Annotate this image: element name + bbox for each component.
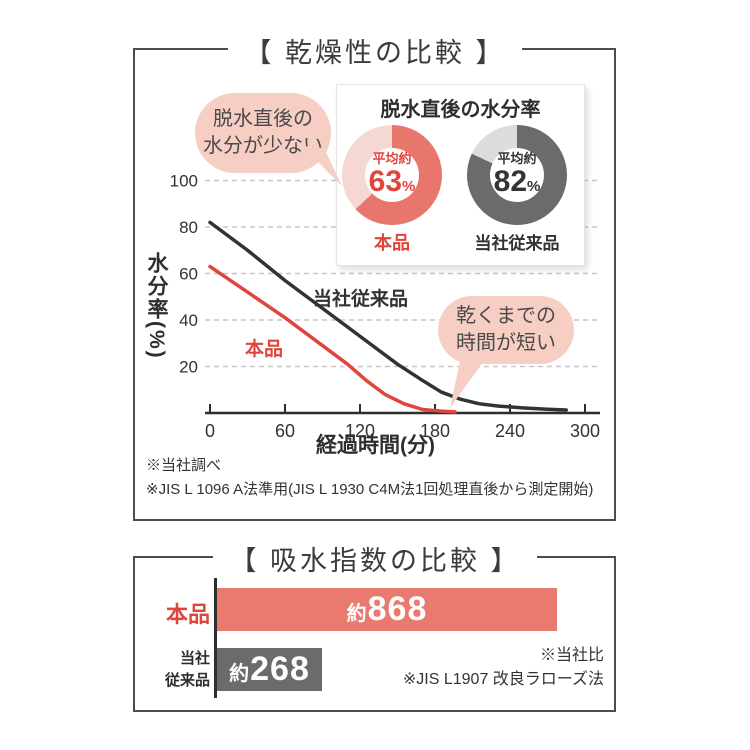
donut-label-product: 本品 bbox=[374, 233, 410, 253]
donut-chart-product: 平均約 63 % bbox=[342, 125, 442, 225]
donut-hole bbox=[490, 148, 544, 202]
donut-center-text: 平均約 63 % bbox=[342, 125, 442, 225]
bubble-line: 乾くまでの bbox=[456, 305, 556, 327]
svg-text:60: 60 bbox=[275, 421, 295, 441]
svg-text:180: 180 bbox=[420, 421, 450, 441]
svg-text:120: 120 bbox=[345, 421, 375, 441]
moisture-card-title: 脱水直後の水分率 bbox=[380, 99, 541, 121]
svg-text:20: 20 bbox=[179, 358, 198, 377]
footnote-line: ※当社調べ bbox=[146, 457, 222, 474]
drying-line-chart: 20 40 60 80 100 0 60 120 180 240 300 bbox=[170, 172, 600, 442]
donut-value: 82 bbox=[493, 165, 528, 199]
donut-unit: % bbox=[402, 178, 416, 196]
svg-text:0: 0 bbox=[205, 421, 215, 441]
drying-panel-title-wrap: 【 乾燥性の比較 】 bbox=[0, 31, 750, 70]
footnote-line: ※当社比 bbox=[539, 647, 604, 664]
donut-value: 63 bbox=[368, 165, 403, 199]
bar-category-conventional: 当社 従来品 bbox=[164, 650, 210, 689]
svg-text:300: 300 bbox=[570, 421, 600, 441]
bubble-line: 脱水直後の bbox=[213, 108, 313, 130]
donut-chart-conventional: 平均約 82 % bbox=[467, 125, 567, 225]
drying-footnotes: ※当社調べ ※JIS L 1096 A法準用(JIS L 1930 C4M法1回… bbox=[146, 454, 593, 502]
bar-conventional: 約 268 bbox=[217, 648, 322, 691]
x-axis-label: 経過時間(分) bbox=[316, 434, 435, 457]
bubble-line: 水分が少ない bbox=[203, 135, 323, 157]
donut-hole bbox=[365, 148, 419, 202]
donut-center-text: 平均約 82 % bbox=[467, 125, 567, 225]
bar-product: 約 868 bbox=[217, 588, 557, 631]
bubble-dry-fast: 乾くまでの 時間が短い bbox=[438, 296, 574, 364]
donut-unit: % bbox=[527, 178, 541, 196]
absorption-panel-title-wrap: 【 吸水指数の比較 】 bbox=[0, 539, 750, 578]
donut-prefix: 平均約 bbox=[372, 151, 412, 167]
series-label-conventional: 当社従来品 bbox=[313, 289, 409, 310]
bubble-tail-icon bbox=[450, 352, 486, 408]
bar-chart-axis bbox=[214, 573, 217, 698]
absorption-panel-title: 【 吸水指数の比較 】 bbox=[213, 539, 537, 578]
svg-text:80: 80 bbox=[179, 218, 198, 237]
donut-label-conventional: 当社従来品 bbox=[474, 234, 560, 253]
donut-prefix: 平均約 bbox=[497, 151, 537, 167]
footnote-line: ※JIS L1907 改良ラローズ法 bbox=[402, 671, 604, 688]
series-label-product: 本品 bbox=[245, 339, 284, 360]
footnote-line: ※JIS L 1096 A法準用(JIS L 1930 C4M法1回処理直後から… bbox=[146, 481, 594, 498]
svg-text:240: 240 bbox=[495, 421, 525, 441]
svg-text:60: 60 bbox=[179, 265, 198, 284]
bar-value-label: 約 268 bbox=[229, 650, 310, 688]
svg-text:40: 40 bbox=[179, 311, 198, 330]
moisture-rate-card: 脱水直後の水分率 平均約 63 % 平均約 82 % 本品 当社従来品 bbox=[336, 84, 585, 266]
bar-value-label: 約 868 bbox=[346, 590, 428, 628]
svg-text:100: 100 bbox=[170, 172, 198, 191]
bubble-tail-icon bbox=[302, 146, 342, 186]
y-axis-label: 水分率(%) bbox=[145, 252, 168, 360]
absorption-footnotes: ※当社比 ※JIS L1907 改良ラローズ法 bbox=[360, 644, 604, 692]
drying-panel-title: 【 乾燥性の比較 】 bbox=[228, 31, 522, 70]
bubble-less-moisture: 脱水直後の 水分が少ない bbox=[195, 93, 331, 173]
bar-category-product: 本品 bbox=[165, 602, 210, 627]
bubble-line: 時間が短い bbox=[456, 332, 556, 354]
